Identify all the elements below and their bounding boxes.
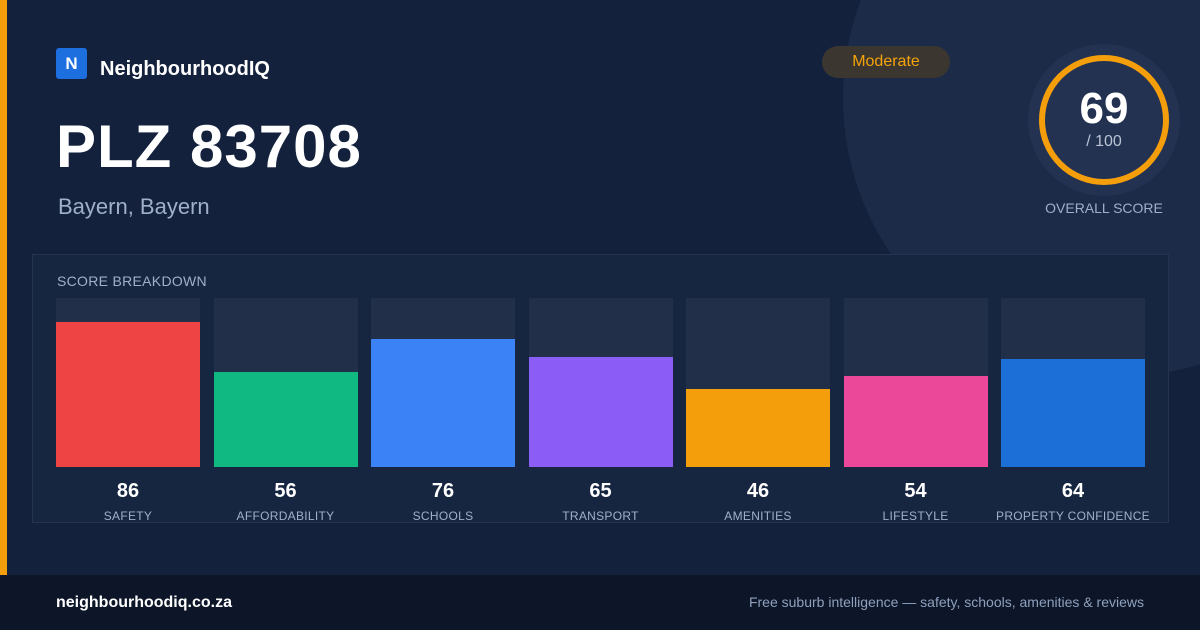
bar-value-label: 86 <box>116 480 140 502</box>
score-ring <box>1028 44 1180 196</box>
bar-value-label: 65 <box>589 480 612 502</box>
score-ring-progress <box>1039 55 1169 185</box>
bar-lifestyle <box>843 375 988 467</box>
bar-affordability <box>213 372 358 467</box>
bar-category-label: AFFORDABILITY <box>236 509 335 523</box>
bar-category-label: TRANSPORT <box>562 509 639 523</box>
footer: neighbourhoodiq.co.za Free suburb intell… <box>0 575 1200 630</box>
bar-track <box>56 298 200 467</box>
bar-category-label: SCHOOLS <box>412 509 474 523</box>
breakdown-heading: SCORE BREAKDOWN <box>57 273 207 289</box>
bar-property-confidence <box>1001 358 1145 467</box>
bar-category-label: PROPERTY CONFIDENCE <box>996 509 1150 523</box>
bar-category-label: AMENITIES <box>724 509 792 523</box>
bar-track <box>371 298 515 467</box>
bar-track <box>686 298 830 467</box>
bar-value-label: 54 <box>904 480 927 502</box>
footer-url-link[interactable]: neighbourhoodiq.co.za <box>56 594 232 611</box>
score-ring-backdrop <box>1028 44 1180 196</box>
bar-track <box>213 298 358 467</box>
brand-logo-icon: N <box>56 48 87 79</box>
bar-track <box>843 298 988 467</box>
location-subtitle: Bayern, Bayern <box>58 194 210 219</box>
bar-value-label: 56 <box>274 480 297 502</box>
brand[interactable]: N NeighbourhoodIQ <box>56 46 270 81</box>
bar-track <box>1001 298 1145 467</box>
overall-score-gauge: 69 / 100 <box>1028 44 1180 196</box>
overall-score-max: / 100 <box>1086 133 1122 150</box>
accent-strip <box>0 0 7 575</box>
score-breakdown-panel: SCORE BREAKDOWN 86 SAFETY 56 AFFORDABILITY 7… <box>32 254 1169 523</box>
page-title: PLZ 83708 <box>56 113 362 180</box>
brand-name: NeighbourhoodIQ <box>100 58 270 80</box>
bar-amenities <box>686 389 830 467</box>
footer-tagline: Free suburb intelligence — safety, schoo… <box>748 594 1144 610</box>
bar-category-label: LIFESTYLE <box>882 509 949 523</box>
overall-score-value: 69 <box>1079 84 1129 133</box>
bar-category-label: SAFETY <box>103 509 153 523</box>
rating-badge: Moderate <box>822 46 950 78</box>
bar-value-label: 76 <box>431 480 455 502</box>
bar-schools <box>371 338 515 467</box>
bar-safety <box>56 321 200 467</box>
bar-value-label: 46 <box>746 480 770 502</box>
bar-transport <box>528 357 673 467</box>
bar-value-label: 64 <box>1061 480 1085 502</box>
bar-track <box>528 298 673 467</box>
overall-score-label: OVERALL SCORE <box>1045 200 1163 216</box>
